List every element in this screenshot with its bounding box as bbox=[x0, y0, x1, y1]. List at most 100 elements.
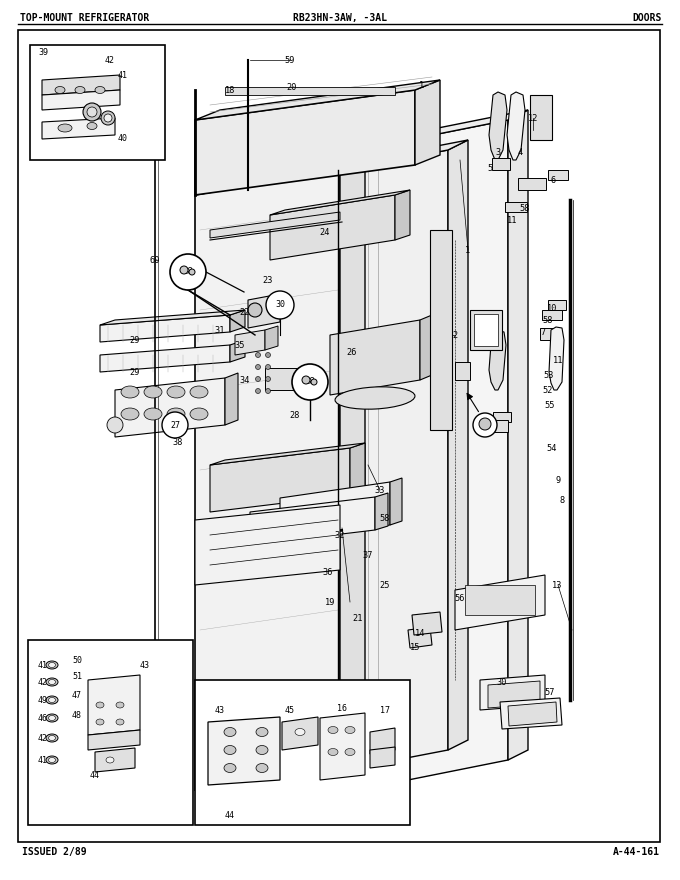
Ellipse shape bbox=[48, 736, 56, 740]
Text: 8: 8 bbox=[560, 495, 564, 504]
Ellipse shape bbox=[75, 86, 85, 93]
Text: 53: 53 bbox=[544, 370, 554, 379]
Polygon shape bbox=[412, 612, 442, 635]
Circle shape bbox=[87, 107, 97, 117]
Text: 15: 15 bbox=[410, 642, 420, 651]
Ellipse shape bbox=[116, 702, 124, 708]
Ellipse shape bbox=[55, 86, 65, 93]
Circle shape bbox=[265, 364, 271, 370]
Bar bbox=[430, 230, 452, 430]
Text: 51: 51 bbox=[72, 671, 82, 680]
Bar bbox=[548, 300, 566, 310]
Text: 32: 32 bbox=[335, 531, 345, 539]
Circle shape bbox=[266, 291, 294, 319]
Polygon shape bbox=[115, 378, 225, 437]
Circle shape bbox=[248, 303, 262, 317]
Text: 52: 52 bbox=[543, 385, 554, 394]
Text: 4: 4 bbox=[517, 148, 523, 157]
Text: 30: 30 bbox=[497, 678, 507, 686]
Text: 56: 56 bbox=[455, 593, 465, 603]
Ellipse shape bbox=[46, 678, 58, 686]
Polygon shape bbox=[42, 90, 120, 110]
Polygon shape bbox=[225, 373, 238, 425]
Text: 54: 54 bbox=[547, 444, 557, 452]
Text: 44: 44 bbox=[90, 771, 100, 780]
Text: 2: 2 bbox=[452, 331, 458, 340]
Polygon shape bbox=[318, 150, 448, 775]
Polygon shape bbox=[100, 315, 230, 342]
Ellipse shape bbox=[224, 745, 236, 754]
Text: 47: 47 bbox=[72, 691, 82, 700]
Polygon shape bbox=[489, 92, 507, 160]
Text: 18: 18 bbox=[225, 85, 235, 94]
Text: 40: 40 bbox=[118, 134, 128, 143]
Circle shape bbox=[256, 388, 260, 393]
Ellipse shape bbox=[256, 745, 268, 754]
Polygon shape bbox=[489, 330, 506, 390]
Bar bbox=[265, 368, 305, 390]
Ellipse shape bbox=[328, 749, 338, 756]
Text: 3: 3 bbox=[495, 148, 500, 157]
Ellipse shape bbox=[96, 719, 104, 725]
Ellipse shape bbox=[46, 714, 58, 722]
Polygon shape bbox=[375, 493, 388, 530]
Text: 58: 58 bbox=[543, 316, 554, 325]
Circle shape bbox=[189, 269, 195, 275]
Text: 14: 14 bbox=[415, 628, 425, 637]
Ellipse shape bbox=[328, 727, 338, 734]
Polygon shape bbox=[549, 327, 564, 390]
Text: 24: 24 bbox=[320, 228, 330, 237]
Circle shape bbox=[267, 303, 277, 313]
Text: 16: 16 bbox=[337, 703, 347, 713]
Text: 13: 13 bbox=[551, 581, 562, 590]
Text: 43: 43 bbox=[215, 706, 225, 715]
Polygon shape bbox=[280, 482, 390, 541]
Bar bbox=[493, 412, 511, 422]
Polygon shape bbox=[318, 140, 468, 175]
Text: 43: 43 bbox=[140, 661, 150, 670]
Text: A-44-161: A-44-161 bbox=[613, 847, 660, 857]
Text: 34: 34 bbox=[240, 376, 250, 385]
Bar bbox=[540, 328, 558, 340]
Ellipse shape bbox=[224, 728, 236, 737]
Polygon shape bbox=[420, 315, 432, 380]
Circle shape bbox=[265, 353, 271, 357]
Bar bbox=[455, 362, 470, 380]
Ellipse shape bbox=[121, 408, 139, 420]
Polygon shape bbox=[235, 330, 265, 355]
Text: 60: 60 bbox=[150, 255, 160, 265]
Polygon shape bbox=[320, 713, 365, 780]
Text: 28: 28 bbox=[183, 267, 193, 275]
Ellipse shape bbox=[256, 728, 268, 737]
Text: 27: 27 bbox=[170, 421, 180, 429]
Text: 48: 48 bbox=[72, 710, 82, 720]
Bar bbox=[30, 45, 165, 160]
Ellipse shape bbox=[224, 764, 236, 773]
Bar bbox=[225, 87, 395, 95]
Text: 45: 45 bbox=[285, 706, 295, 715]
Polygon shape bbox=[455, 575, 545, 630]
Text: 11: 11 bbox=[507, 216, 517, 224]
Text: 58: 58 bbox=[520, 203, 530, 212]
Polygon shape bbox=[210, 448, 350, 512]
Text: 35: 35 bbox=[235, 341, 245, 349]
Polygon shape bbox=[100, 345, 230, 372]
Text: 1: 1 bbox=[465, 246, 471, 254]
Circle shape bbox=[265, 388, 271, 393]
Polygon shape bbox=[508, 110, 528, 760]
Polygon shape bbox=[370, 728, 395, 754]
Polygon shape bbox=[500, 698, 562, 729]
Text: 26: 26 bbox=[347, 348, 357, 356]
Text: 37: 37 bbox=[362, 551, 373, 560]
Ellipse shape bbox=[48, 758, 56, 762]
Circle shape bbox=[162, 412, 188, 438]
Polygon shape bbox=[195, 505, 340, 585]
Polygon shape bbox=[265, 326, 278, 350]
Polygon shape bbox=[358, 110, 528, 150]
Circle shape bbox=[256, 353, 260, 357]
Polygon shape bbox=[508, 702, 557, 726]
Bar bbox=[28, 640, 193, 825]
Polygon shape bbox=[208, 717, 280, 785]
Circle shape bbox=[107, 417, 123, 433]
Text: 23: 23 bbox=[262, 275, 273, 284]
